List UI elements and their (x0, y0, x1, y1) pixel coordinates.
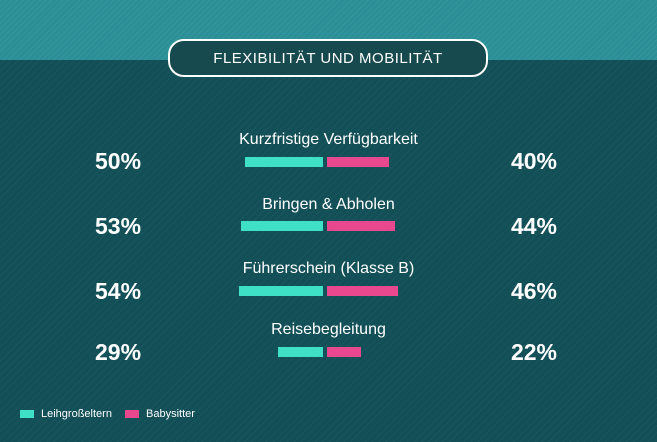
category-label-bringen: Bringen & Abholen (262, 196, 395, 213)
legend-label-baby: Babysitter (146, 408, 195, 420)
bar-leih-fuehrerschein (239, 286, 323, 296)
value-label-baby-bringen: 44% (510, 213, 557, 239)
value-label-baby-fuehrerschein: 46% (510, 278, 557, 304)
value-label-leih-reise: 29% (95, 339, 142, 365)
category-label-fuehrerschein: Führerschein (Klasse B) (242, 260, 415, 277)
bar-baby-reise (327, 347, 361, 357)
legend-label-leih: Leihgroßeltern (41, 408, 112, 420)
value-label-leih-fuehrerschein: 54% (95, 278, 142, 304)
bar-baby-verfuegbarkeit (327, 157, 389, 167)
top-band (0, 0, 657, 60)
chart-title: FLEXIBILITÄT UND MOBILITÄT (168, 39, 488, 77)
value-label-baby-verfuegbarkeit: 40% (510, 148, 557, 174)
value-label-leih-verfuegbarkeit: 50% (95, 148, 142, 174)
bar-baby-fuehrerschein (327, 286, 398, 296)
legend-item-baby: Babysitter (125, 408, 195, 420)
bar-leih-verfuegbarkeit (245, 157, 323, 167)
legend-swatch-leih (20, 410, 34, 418)
bar-leih-bringen (241, 221, 323, 231)
bar-leih-reise (278, 347, 323, 357)
bar-baby-bringen (327, 221, 395, 231)
value-label-leih-bringen: 53% (95, 213, 142, 239)
category-label-verfuegbarkeit: Kurzfristige Verfügbarkeit (239, 131, 418, 148)
category-label-reise: Reisebegleitung (271, 321, 386, 338)
legend-swatch-baby (125, 410, 139, 418)
value-label-baby-reise: 22% (510, 339, 557, 365)
legend-item-leih: Leihgroßeltern (20, 408, 112, 420)
